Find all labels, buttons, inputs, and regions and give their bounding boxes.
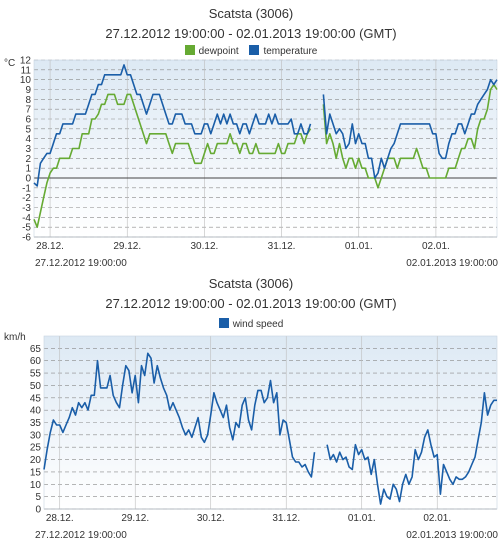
x-tick-label: 01.01. xyxy=(348,513,376,524)
legend-item-temperature[interactable]: temperature xyxy=(249,45,317,57)
legend-label-temperature: temperature xyxy=(263,46,318,57)
y-tick-label: -3 xyxy=(22,203,31,214)
legend-item-dewpoint[interactable]: dewpoint xyxy=(184,45,239,57)
y-tick-label: 3 xyxy=(25,144,31,155)
x-tick-label: 29.12. xyxy=(121,513,149,524)
legend-swatch-wind-speed xyxy=(218,318,229,328)
y-tick-label: 5 xyxy=(25,124,31,135)
y-tick-label: -4 xyxy=(22,213,31,224)
x-tick-label: 01.01. xyxy=(345,241,373,252)
y-tick-label: 5 xyxy=(35,492,41,503)
legend-label-dewpoint: dewpoint xyxy=(198,46,239,57)
y-tick-label: 8 xyxy=(25,95,31,106)
legend-label-wind-speed: wind speed xyxy=(232,319,284,330)
y-tick-label: 4 xyxy=(25,134,31,145)
range-end-label: 02.01.2013 19:00:00 xyxy=(406,258,498,269)
y-tick-label: 20 xyxy=(30,455,42,466)
y-tick-label: 2 xyxy=(25,154,31,165)
y-tick-label: 0 xyxy=(25,174,31,185)
y-tick-label: 6 xyxy=(25,115,31,126)
y-tick-label: 60 xyxy=(30,356,42,367)
legend: wind speed xyxy=(0,318,502,330)
wind-speed-line xyxy=(43,352,497,505)
range-end-label: 02.01.2013 19:00:00 xyxy=(406,530,498,541)
x-tick-label: 31.12. xyxy=(272,513,300,524)
x-tick-label: 31.12. xyxy=(268,241,296,252)
legend-item-wind-speed[interactable]: wind speed xyxy=(218,318,284,330)
chart-subtitle: 27.12.2012 19:00:00 - 02.01.2013 19:00:0… xyxy=(105,26,397,41)
x-tick-label: 28.12. xyxy=(36,241,64,252)
range-start-label: 27.12.2012 19:00:00 xyxy=(35,258,127,269)
plot-frame xyxy=(33,59,498,238)
y-tick-label: 55 xyxy=(30,369,42,380)
y-tick-label: 7 xyxy=(25,105,31,116)
legend-swatch-temperature xyxy=(249,45,260,55)
chart-subtitle: 27.12.2012 19:00:00 - 02.01.2013 19:00:0… xyxy=(105,296,397,311)
y-tick-label: 0 xyxy=(35,505,41,516)
y-tick-label: 35 xyxy=(30,418,42,429)
y-tick-label: 15 xyxy=(30,467,42,478)
y-tick-label: 11 xyxy=(21,65,32,76)
y-tick-label: 45 xyxy=(30,393,42,404)
y-tick-label: 40 xyxy=(30,406,42,417)
chart-title: Scatsta (3006) xyxy=(208,6,294,21)
y-tick-label: -6 xyxy=(22,233,31,244)
y-tick-label: -2 xyxy=(22,193,31,204)
y-tick-label: 1 xyxy=(25,164,31,175)
dewpoint-line xyxy=(33,83,498,228)
x-tick-label: 28.12. xyxy=(46,513,74,524)
y-tick-label: 25 xyxy=(30,443,42,454)
x-tick-label: 30.12. xyxy=(197,513,225,524)
y-tick-label: 9 xyxy=(25,85,31,96)
range-start-label: 27.12.2012 19:00:00 xyxy=(35,530,127,541)
y-axis-unit: km/h xyxy=(4,332,26,343)
x-tick-label: 02.01. xyxy=(422,241,450,252)
x-tick-label: 02.01. xyxy=(423,513,451,524)
y-tick-label: 30 xyxy=(30,430,42,441)
y-tick-label: -5 xyxy=(22,223,31,234)
y-tick-label: 10 xyxy=(30,480,42,491)
y-tick-label: 12 xyxy=(20,56,32,67)
x-tick-label: 30.12. xyxy=(191,241,219,252)
y-axis-unit: °C xyxy=(4,58,16,69)
temperature-line xyxy=(33,64,498,187)
x-tick-label: 29.12. xyxy=(113,241,141,252)
legend: dewpoint temperature xyxy=(0,45,502,57)
chart-title: Scatsta (3006) xyxy=(208,276,294,291)
plot-frame xyxy=(43,335,498,510)
wind-speed-panel: Scatsta (3006) 27.12.2012 19:00:00 - 02.… xyxy=(0,270,502,547)
temperature-dewpoint-panel: Scatsta (3006) 27.12.2012 19:00:00 - 02.… xyxy=(0,0,502,270)
y-tick-label: -1 xyxy=(22,183,31,194)
legend-swatch-dewpoint xyxy=(184,45,195,55)
y-tick-label: 10 xyxy=(20,75,32,86)
y-tick-label: 65 xyxy=(30,344,42,355)
y-tick-label: 50 xyxy=(30,381,42,392)
